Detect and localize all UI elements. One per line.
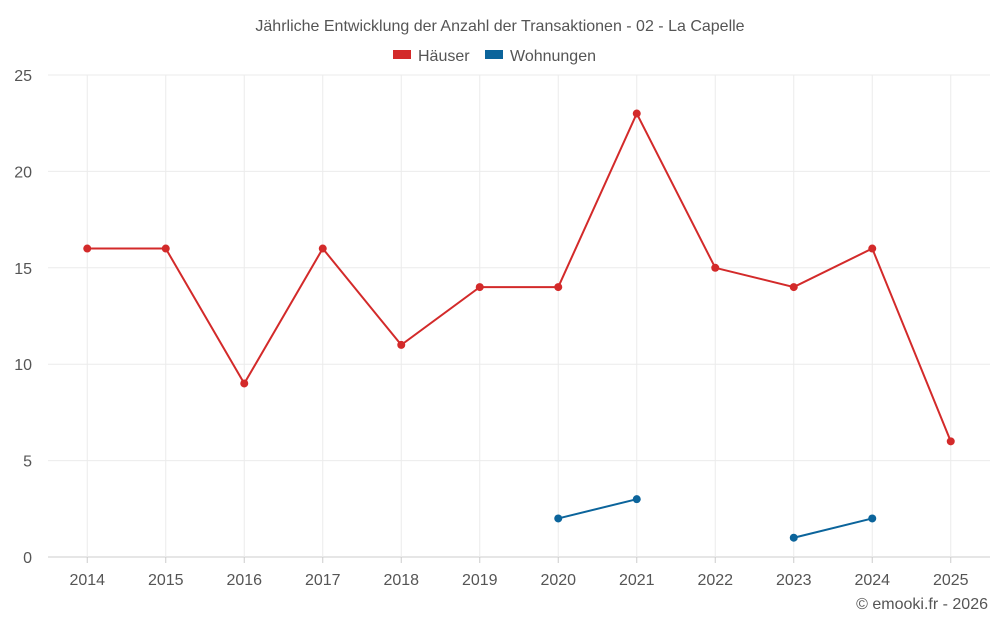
y-tick-label: 0: [23, 550, 32, 567]
data-point[interactable]: [318, 244, 327, 253]
x-tick-label: 2022: [697, 572, 733, 589]
legend-label-wohnungen[interactable]: Wohnungen: [510, 48, 596, 65]
data-point[interactable]: [868, 514, 877, 523]
data-point[interactable]: [789, 283, 798, 292]
series-line: [793, 517, 873, 539]
data-point[interactable]: [868, 244, 877, 253]
y-tick-label: 5: [23, 454, 32, 471]
x-tick-label: 2016: [226, 572, 262, 589]
data-point[interactable]: [161, 244, 170, 253]
y-tick-label: 25: [14, 68, 32, 85]
y-tick-label: 20: [14, 164, 32, 181]
y-tick-label: 10: [14, 357, 32, 374]
series-1: [554, 495, 877, 542]
x-tick-label: 2018: [383, 572, 419, 589]
legend-label-haeuser[interactable]: Häuser: [418, 48, 470, 65]
x-tick-label: 2020: [540, 572, 576, 589]
legend: Häuser Wohnungen: [393, 48, 596, 65]
x-tick-label: 2019: [462, 572, 498, 589]
data-point[interactable]: [711, 263, 720, 272]
data-point[interactable]: [632, 109, 641, 118]
data-point[interactable]: [83, 244, 92, 253]
x-tick-label: 2021: [619, 572, 655, 589]
data-point[interactable]: [240, 379, 249, 388]
series-line: [87, 111, 952, 442]
data-point[interactable]: [554, 283, 563, 292]
series-line: [558, 498, 637, 520]
x-tick-label: 2025: [933, 572, 969, 589]
series-0: [83, 109, 955, 446]
x-tick-label: 2024: [854, 572, 890, 589]
data-point[interactable]: [632, 495, 641, 504]
data-point[interactable]: [789, 533, 798, 542]
y-axis-ticks: 0 5 10 15 20 25: [14, 68, 32, 567]
legend-swatch-haeuser: [393, 50, 411, 59]
x-axis-ticks: 2014 2015 2016 2017 2018 2019 2020 2021 2022 2023…: [69, 557, 969, 589]
data-point[interactable]: [397, 340, 406, 349]
chart-title: Jährliche Entwicklung der Anzahl der Tra…: [255, 18, 744, 35]
y-tick-label: 15: [14, 261, 32, 278]
series-group: [83, 109, 955, 542]
x-tick-label: 2014: [69, 572, 105, 589]
credit-text: © emooki.fr - 2026: [856, 596, 988, 613]
data-point[interactable]: [946, 437, 955, 446]
data-point[interactable]: [554, 514, 563, 523]
data-point[interactable]: [475, 283, 484, 292]
x-tick-label: 2017: [305, 572, 341, 589]
legend-swatch-wohnungen: [485, 50, 503, 59]
x-tick-label: 2023: [776, 572, 812, 589]
grid-lines: [48, 74, 990, 558]
x-tick-label: 2015: [148, 572, 184, 589]
